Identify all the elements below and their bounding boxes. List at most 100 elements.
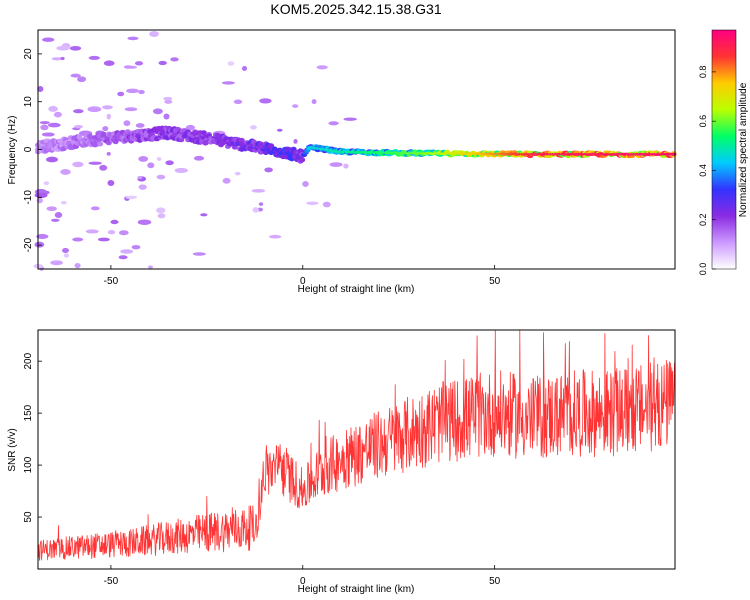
- spectrogram-y-tick-label: 0: [23, 146, 34, 152]
- spectrogram-cell: [77, 76, 87, 83]
- spectrogram-cell: [293, 139, 298, 144]
- spectrogram-cell: [292, 104, 299, 108]
- spectrogram-cell: [165, 160, 174, 166]
- spectrogram-cell: [148, 265, 153, 269]
- spectrogram-cell: [36, 234, 49, 239]
- spectrogram-cell: [40, 124, 49, 131]
- spectrogram-x-axis-label: Height of straight line (km): [298, 284, 415, 295]
- spectrogram-cell: [126, 88, 139, 94]
- spectrogram-cell: [163, 96, 173, 101]
- spectrogram-cell: [343, 163, 349, 169]
- spectrogram-cell: [97, 141, 104, 147]
- spectrogram-cell: [147, 162, 155, 169]
- spectrogram-cell: [127, 36, 139, 41]
- spectrogram-cell: [102, 105, 113, 110]
- spectrogram-cell: [39, 121, 50, 125]
- spectrogram-cell: [157, 213, 166, 219]
- spectrogram-x-tick-label: -50: [104, 276, 119, 287]
- spectrogram-cell: [41, 132, 55, 137]
- spectrogram-cell: [62, 247, 69, 253]
- spectrogram-x-ticks: -50 0 50: [104, 265, 501, 287]
- spectrogram-cell: [34, 241, 45, 248]
- spectrogram-cell: [88, 161, 102, 165]
- spectrogram-cell: [316, 65, 328, 70]
- spectrogram-cell: [60, 56, 65, 61]
- colorbar: 0.0 0.2 0.4 0.6 0.8 Normalized spectral ampl…: [698, 29, 749, 275]
- spectrogram-cell: [51, 57, 63, 61]
- spectrogram-y-tick-label: -10: [23, 190, 34, 205]
- spectrogram-cell: [72, 161, 84, 168]
- spectrogram-cell: [185, 124, 195, 131]
- spectrogram-cell: [302, 181, 309, 187]
- snr-frame: [37, 329, 676, 570]
- snr-y-tick-label: 100: [23, 456, 34, 473]
- spectrogram-cell: [200, 213, 208, 217]
- spectrogram-cell: [251, 188, 266, 193]
- spectrogram-cell: [170, 57, 179, 62]
- spectrogram-cell: [158, 60, 167, 66]
- spectrogram-cell: [120, 249, 134, 254]
- spectrogram-cell: [306, 201, 319, 206]
- spectrogram-panel: -50 0 50 -20 -10 0 10 20 Height of straight li…: [7, 29, 677, 295]
- spectrogram-cell: [123, 65, 132, 69]
- spectrogram-cell: [259, 98, 272, 104]
- spectrogram-cell: [74, 263, 81, 269]
- spectrogram-cell: [107, 229, 116, 235]
- spectrogram-cell: [85, 229, 99, 234]
- spectrogram-cell: [329, 162, 343, 167]
- spectrogram-cell: [149, 31, 160, 37]
- colorbar-tick-label: 0.2: [698, 213, 708, 226]
- snr-panel: -50 0 50 50 100 150 200 Height of straight li…: [7, 329, 676, 595]
- spectrogram-cell: [192, 252, 206, 256]
- spectrogram-cell: [47, 122, 61, 128]
- spectrogram-y-axis-label: Frequency (Hz): [7, 116, 18, 185]
- spectrogram-cell: [131, 245, 141, 250]
- colorbar-bar: [711, 29, 737, 270]
- spectrogram-y-tick-label: -20: [23, 237, 34, 252]
- spectrogram-cell: [222, 177, 231, 184]
- snr-y-axis-label: SNR (v/v): [7, 428, 18, 471]
- spectrogram-cell: [670, 152, 677, 156]
- spectrogram-cell: [106, 151, 111, 156]
- spectrogram-cell: [264, 167, 273, 173]
- spectrogram-cell: [134, 61, 144, 66]
- snr-y-tick-label: 150: [23, 404, 34, 421]
- spectrogram-cell: [343, 117, 357, 121]
- spectrogram-cell: [117, 91, 125, 97]
- spectrogram-cell: [56, 45, 70, 51]
- snr-x-tick-label: -50: [104, 576, 119, 587]
- spectrogram-cell: [322, 201, 331, 208]
- spectrogram-cell: [156, 174, 166, 180]
- spectrogram-cell: [137, 176, 143, 180]
- spectrogram-cell: [70, 73, 81, 78]
- spectrogram-cell: [48, 105, 58, 112]
- spectrogram-cells: [33, 31, 677, 271]
- spectrogram-cell: [118, 230, 129, 236]
- snr-y-ticks: 50 100 150 200: [23, 352, 42, 523]
- spectrogram-y-tick-label: 10: [23, 96, 34, 108]
- spectrogram-cell: [138, 184, 147, 190]
- snr-x-ticks: -50 0 50: [104, 565, 501, 587]
- spectrogram-cell: [53, 111, 62, 118]
- spectrogram-cell: [97, 237, 110, 242]
- spectrogram-cell: [234, 171, 241, 176]
- snr-series-line: [37, 329, 676, 561]
- colorbar-tick-label: 0.4: [698, 164, 708, 177]
- spectrogram-cell: [163, 113, 170, 120]
- colorbar-tick-label: 0.6: [698, 115, 708, 128]
- spectrogram-cell: [106, 113, 111, 120]
- spectrogram-cell: [118, 255, 128, 260]
- spectrogram-cell: [164, 99, 173, 104]
- spectrogram-cell: [50, 218, 60, 222]
- spectrogram-x-tick-label: 50: [489, 276, 501, 287]
- spectrogram-cell: [69, 45, 82, 51]
- spectrogram-cell: [123, 120, 131, 127]
- spectrogram-cell: [174, 167, 188, 173]
- spectrogram-cell: [156, 207, 166, 214]
- snr-y-tick-label: 50: [23, 511, 34, 523]
- snr-y-tick-label: 200: [23, 352, 34, 369]
- spectrogram-cell: [252, 207, 260, 213]
- spectrogram-cell: [311, 99, 317, 105]
- spectrogram-cell: [250, 125, 257, 130]
